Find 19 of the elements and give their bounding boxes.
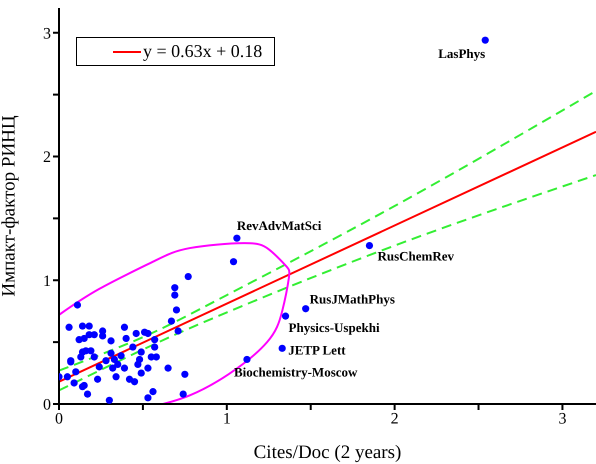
x-axis-title: Cites/Doc (2 years)	[254, 442, 402, 463]
line-series	[59, 174, 596, 392]
y-tick-label: 0	[43, 396, 51, 414]
annotation: Biochemistry-Moscow	[234, 364, 358, 380]
annotation: RusChemRev	[377, 248, 455, 264]
x-tick-label: 2	[390, 410, 399, 428]
x-tick-label: 3	[558, 410, 566, 428]
x-tick-label: 0	[55, 410, 63, 428]
annotation: JETP Lett	[288, 342, 346, 358]
annotation: RevAdvMatSci	[236, 218, 322, 234]
annotation: LasPhys	[438, 46, 486, 62]
y-tick-label: 2	[43, 149, 51, 166]
y-tick-label: 1	[43, 272, 51, 290]
y-axis-title: Импакт-фактор РИНЦ	[0, 115, 20, 297]
y-tick-label: 3	[43, 25, 51, 42]
annotation: Physics-Uspekhi	[288, 320, 380, 336]
annotation: RusJMathPhys	[310, 292, 395, 307]
x-tick-label: 1	[222, 410, 231, 428]
legend-label: y = 0.63x + 0.18	[143, 41, 262, 62]
